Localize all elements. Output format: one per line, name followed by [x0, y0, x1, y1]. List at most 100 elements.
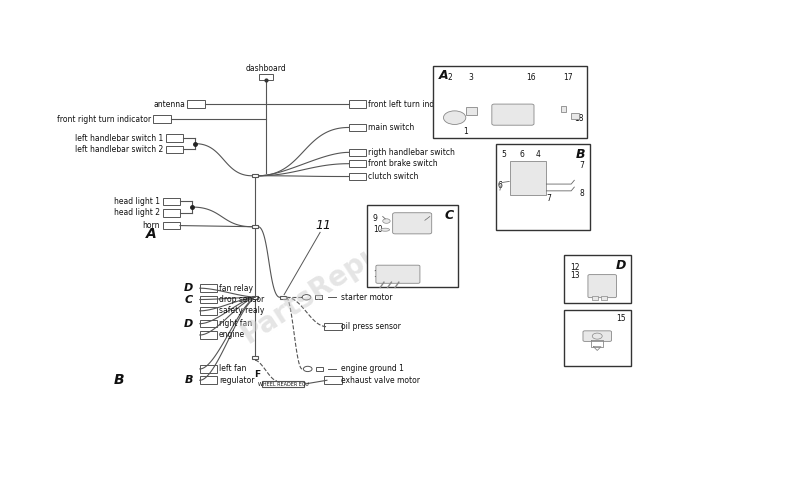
Bar [349, 100, 366, 108]
Text: 1: 1 [463, 127, 468, 136]
Text: starter motor: starter motor [341, 293, 393, 302]
Text: D: D [615, 259, 626, 272]
Text: 15: 15 [616, 314, 626, 323]
Text: A: A [439, 70, 449, 82]
Text: B: B [575, 148, 585, 161]
FancyBboxPatch shape [393, 213, 432, 234]
Bar [564, 311, 630, 367]
Circle shape [303, 367, 312, 371]
Bar [262, 381, 304, 388]
Text: 16: 16 [526, 73, 536, 82]
Text: 3: 3 [468, 73, 473, 82]
Text: 7: 7 [546, 194, 551, 203]
Text: left handlebar switch 1: left handlebar switch 1 [75, 134, 163, 143]
Text: 6: 6 [498, 181, 502, 191]
Text: 18: 18 [574, 114, 584, 123]
Bar [349, 160, 366, 168]
Text: F: F [254, 370, 260, 379]
Text: safety realy: safety realy [219, 306, 265, 316]
Bar [162, 197, 180, 205]
Text: 14: 14 [373, 270, 382, 278]
Bar [252, 296, 258, 299]
Bar [200, 365, 217, 373]
Text: D: D [184, 283, 194, 293]
Bar [154, 116, 170, 123]
Bar [187, 100, 205, 108]
Text: A: A [146, 227, 156, 241]
Bar [570, 113, 579, 119]
Circle shape [443, 111, 466, 124]
Bar [349, 148, 366, 156]
Text: 12: 12 [570, 263, 579, 272]
Bar [510, 161, 546, 196]
Bar [601, 296, 607, 299]
Bar [200, 296, 217, 303]
Text: 17: 17 [563, 73, 573, 82]
Bar [564, 255, 630, 303]
Text: drop sensor: drop sensor [219, 295, 264, 304]
Text: 6: 6 [519, 150, 524, 159]
Text: oil press sensor: oil press sensor [341, 322, 401, 331]
Bar [325, 376, 342, 384]
Text: C: C [444, 209, 454, 221]
Ellipse shape [381, 228, 390, 231]
Text: front left turn indicator: front left turn indicator [369, 99, 457, 109]
Bar [495, 145, 590, 230]
Text: C: C [185, 294, 193, 304]
Bar [200, 331, 217, 339]
Bar [166, 146, 183, 153]
Bar [349, 123, 366, 131]
Text: clutch switch: clutch switch [369, 172, 419, 181]
Text: PartsRepublik: PartsRepublik [236, 206, 435, 349]
Circle shape [592, 333, 602, 339]
Bar [561, 105, 566, 112]
Bar [200, 320, 217, 327]
Bar [592, 296, 598, 299]
Text: WHEEL READER ECU: WHEEL READER ECU [258, 382, 308, 387]
Bar [316, 367, 323, 371]
Text: head light 2: head light 2 [114, 208, 160, 217]
Text: 5: 5 [502, 150, 506, 159]
Bar [252, 174, 258, 177]
FancyBboxPatch shape [588, 274, 617, 297]
Text: front brake switch: front brake switch [369, 159, 438, 168]
Text: B: B [185, 375, 193, 385]
Text: 11: 11 [315, 219, 331, 232]
FancyBboxPatch shape [376, 265, 420, 283]
Text: head light 1: head light 1 [114, 197, 160, 206]
Text: horn: horn [142, 221, 160, 230]
Text: rigth handlebar switch: rigth handlebar switch [369, 148, 455, 157]
Text: 13: 13 [570, 271, 579, 280]
FancyBboxPatch shape [492, 104, 534, 125]
Text: B: B [114, 373, 124, 387]
Text: exhaust valve motor: exhaust valve motor [341, 376, 420, 385]
Bar [466, 107, 477, 115]
Bar [252, 356, 258, 359]
Bar [162, 209, 180, 217]
Bar [200, 376, 217, 384]
Text: dashboard: dashboard [246, 64, 286, 73]
Bar [349, 173, 366, 180]
Circle shape [382, 219, 390, 223]
Text: 10: 10 [373, 225, 382, 234]
Bar [252, 225, 258, 228]
Text: 7: 7 [579, 161, 584, 170]
Bar [366, 205, 458, 287]
Text: regulator: regulator [219, 376, 254, 385]
Text: antenna: antenna [153, 99, 185, 109]
Text: engine: engine [219, 330, 245, 340]
Bar [280, 296, 286, 299]
Bar [259, 74, 273, 79]
Text: left handlebar switch 2: left handlebar switch 2 [75, 145, 163, 154]
Text: right fan: right fan [219, 319, 252, 328]
Bar [200, 307, 217, 315]
Bar [314, 295, 322, 299]
Text: 9: 9 [373, 214, 378, 222]
Bar [325, 323, 342, 330]
Text: 2: 2 [448, 73, 453, 82]
Bar [433, 66, 586, 138]
Text: main switch: main switch [369, 123, 414, 132]
Bar [200, 284, 217, 292]
Text: 8: 8 [579, 189, 584, 198]
Text: front right turn indicator: front right turn indicator [57, 115, 151, 123]
